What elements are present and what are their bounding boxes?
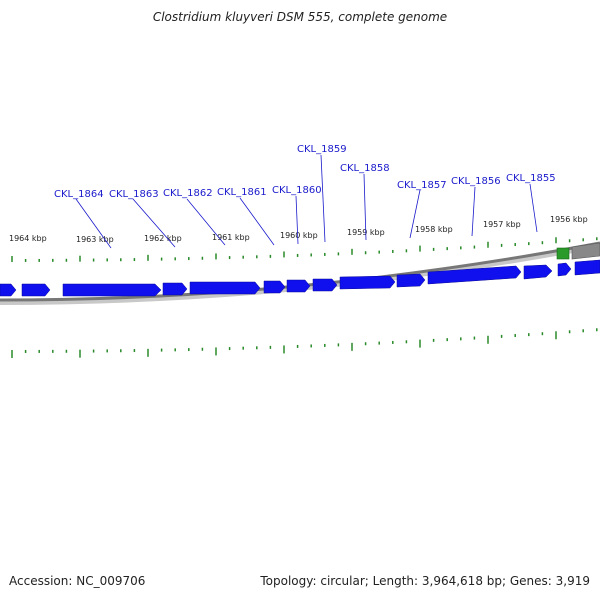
gene-arrow[interactable] <box>523 264 553 280</box>
ruler-label: 1956 kbp <box>550 215 588 224</box>
genome-summary-text: Topology: circular; Length: 3,964,618 bp… <box>260 574 590 588</box>
gene-arrow[interactable] <box>62 283 162 297</box>
gene-label[interactable]: CKL_1857 <box>397 180 447 191</box>
gene-label[interactable]: CKL_1861 <box>217 187 267 198</box>
backbone-line <box>0 241 600 302</box>
gene-arrow[interactable] <box>312 278 338 292</box>
selected-gene-marker[interactable] <box>556 247 570 260</box>
gene-arrow[interactable] <box>0 283 17 297</box>
gene-label-leaders <box>75 154 538 249</box>
ruler-label: 1962 kbp <box>144 234 182 243</box>
gene-labels: CKL_1864 CKL_1863 CKL_1862 CKL_1861 CKL_… <box>54 144 556 200</box>
gene-label[interactable]: CKL_1860 <box>272 185 322 196</box>
ruler-labels: 1964 kbp 1963 kbp 1962 kbp 1961 kbp 1960… <box>9 215 588 244</box>
accession-text: Accession: NC_009706 <box>9 574 146 588</box>
gene-arrow[interactable] <box>162 282 188 296</box>
gene-label[interactable]: CKL_1856 <box>451 176 501 187</box>
gene-track <box>0 259 600 297</box>
ruler-ticks-inner <box>11 328 598 358</box>
gene-label[interactable]: CKL_1862 <box>163 188 213 199</box>
gene-label[interactable]: CKL_1855 <box>506 173 556 184</box>
backbone-segment-grey <box>571 242 600 260</box>
genome-title: Clostridium kluyveri DSM 555, complete g… <box>152 10 448 24</box>
gene-label[interactable]: CKL_1864 <box>54 189 104 200</box>
backbone-shadow <box>0 242 600 305</box>
gene-label[interactable]: CKL_1859 <box>297 144 347 155</box>
ruler-label: 1960 kbp <box>280 231 318 240</box>
gene-arrow[interactable] <box>286 279 311 293</box>
gene-arrow[interactable] <box>263 280 286 294</box>
ruler-label: 1961 kbp <box>212 233 250 242</box>
gene-label[interactable]: CKL_1863 <box>109 189 159 200</box>
gene-arrow[interactable] <box>557 262 572 277</box>
ruler-label: 1964 kbp <box>9 234 47 243</box>
gene-arrow[interactable] <box>396 273 426 288</box>
gene-arrow[interactable] <box>21 283 51 297</box>
ruler-label: 1958 kbp <box>415 225 453 234</box>
gene-arrow[interactable] <box>339 275 396 290</box>
ruler-ticks-outer <box>11 237 598 262</box>
gene-arrow[interactable] <box>574 259 600 276</box>
gene-arrow[interactable] <box>427 265 522 285</box>
gene-label[interactable]: CKL_1858 <box>340 163 390 174</box>
ruler-label: 1957 kbp <box>483 220 521 229</box>
gene-arrow[interactable] <box>189 281 261 295</box>
ruler-label: 1963 kbp <box>76 235 114 244</box>
